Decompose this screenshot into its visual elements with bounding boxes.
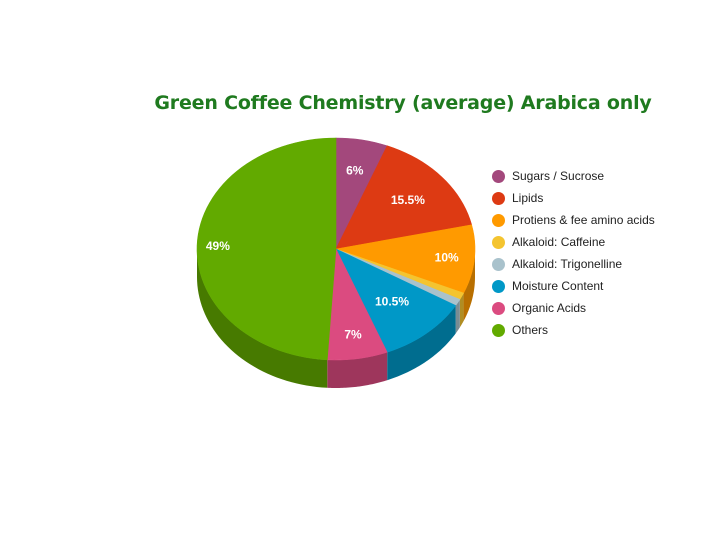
legend-swatch [492, 169, 505, 183]
data-label-moisture-content: 10.5% [375, 294, 409, 308]
chart-title: Green Coffee Chemistry (average) Arabica… [154, 92, 652, 114]
pie-slice-sugars-sucrose [335, 137, 388, 250]
pie-slice-moisture-content [335, 248, 457, 353]
pie-side-organic-acids [327, 352, 388, 388]
legend-item-organic-acids: Organic Acids [492, 297, 655, 319]
data-label-protiens-fee-amino-acids: 10% [435, 250, 459, 264]
data-label-others: 49% [206, 239, 230, 253]
legend-swatch [492, 279, 505, 293]
legend-label: Sugars / Sucrose [512, 169, 605, 183]
pie-side-alkaloid-caffeine [459, 293, 464, 328]
legend-label: Lipids [512, 191, 544, 205]
pie-slice-organic-acids [326, 247, 388, 361]
pie-top [196, 137, 476, 361]
pie-slice-lipids [335, 145, 473, 250]
data-label-sugars-sucrose: 6% [346, 164, 364, 178]
pie-slice-others [196, 137, 337, 361]
legend-swatch [492, 213, 505, 227]
legend-item-moisture-content: Moisture Content [492, 275, 655, 297]
legend-label: Protiens & fee amino acids [512, 213, 655, 227]
data-label-lipids: 15.5% [391, 193, 425, 207]
legend-label: Organic Acids [512, 301, 587, 315]
legend-swatch [492, 191, 505, 205]
data-label-organic-acids: 7% [344, 328, 362, 342]
legend-item-alkaloid-trigonelline: Alkaloid: Trigonelline [492, 253, 655, 275]
legend-swatch [492, 323, 505, 337]
legend-label: Moisture Content [512, 279, 604, 293]
pie-side-alkaloid-trigonelline [455, 299, 460, 334]
legend-item-others: Others [492, 319, 655, 341]
pie-side-protiens-fee-amino-acids [463, 249, 475, 322]
pie-slice-protiens-fee-amino-acids [334, 224, 476, 294]
legend-label: Alkaloid: Trigonelline [512, 257, 623, 271]
legend-item-protiens-fee-amino-acids: Protiens & fee amino acids [492, 209, 655, 231]
legend-item-alkaloid-caffeine: Alkaloid: Caffeine [492, 231, 655, 253]
legend-label: Alkaloid: Caffeine [512, 235, 606, 249]
legend-item-sugars-sucrose: Sugars / Sucrose [492, 165, 655, 187]
chart-legend: Sugars / Sucrose Lipids Protiens & fee ami… [492, 165, 655, 341]
legend-item-lipids: Lipids [492, 187, 655, 209]
pie-side-others [197, 249, 328, 388]
legend-swatch [492, 301, 505, 315]
legend-label: Others [512, 323, 549, 337]
legend-swatch [492, 235, 505, 249]
legend-swatch [492, 257, 505, 271]
pie-data-labels: 6% 15.5% 10% 10.5% 7% 49% [206, 164, 459, 342]
